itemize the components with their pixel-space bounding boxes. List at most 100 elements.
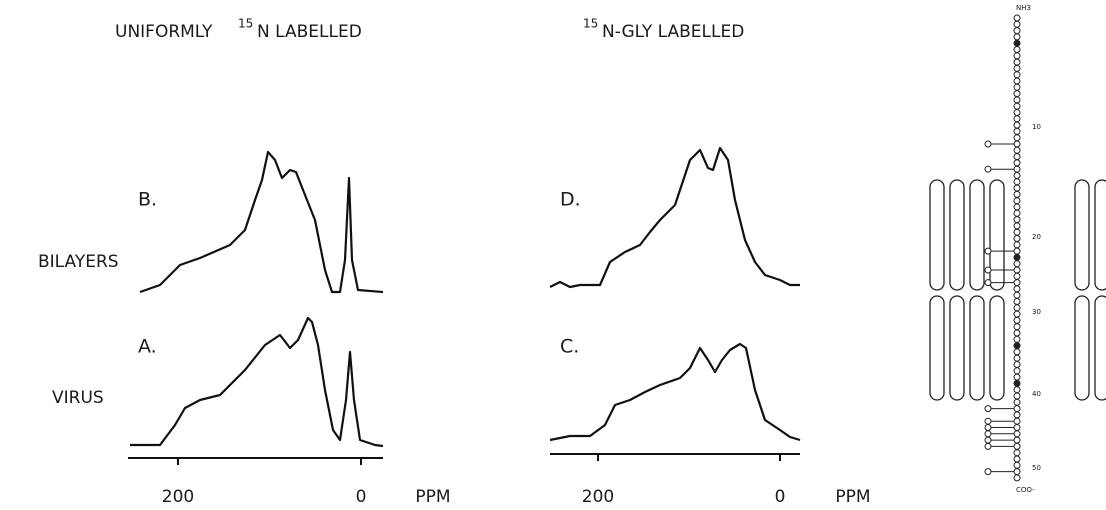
chain-residue [1013,392,1021,400]
chain-residue [1013,96,1021,104]
chain-residue [1013,373,1021,381]
chain-residue [1013,316,1021,324]
row-label: BILAYERS [38,252,119,272]
chain-residue [1013,178,1021,186]
chain-residue [1013,90,1021,98]
chain-residue [984,436,992,444]
chain-residue [1013,354,1021,362]
chain-residue [1013,266,1021,274]
column-title: N LABELLED [257,22,362,42]
chain-residue [1013,411,1021,419]
chain-residue [1013,52,1021,60]
panel-label: C. [560,336,579,358]
chain-residue [1013,367,1021,375]
chain-residue [1013,449,1021,457]
chain-residue [1013,386,1021,394]
chain-residue [1013,474,1021,482]
chain-residue [984,430,992,438]
residue-tick: 10 [1032,123,1041,131]
chain-residue [1013,253,1021,261]
chain-terminus: NH3 [1016,4,1031,12]
chain-residue [1013,172,1021,179]
chain-residue [1013,455,1021,463]
isotope-superscript: 15 [583,17,598,31]
chain-residue [1013,27,1021,35]
chain-residue [1013,436,1021,444]
chain-residue [1013,102,1021,110]
chain-residue [1013,241,1021,249]
chain-residue [984,165,992,173]
chain-residue [1013,304,1021,312]
chain-residue [1013,109,1021,116]
chain-residue [1013,461,1021,469]
chain-residue [1013,310,1021,318]
chain-residue [1013,405,1021,413]
residue-tick: 50 [1032,464,1041,472]
chain-residue [984,417,992,425]
spectrum-d [549,146,800,289]
chain-residue [1013,197,1021,205]
chain-residue [1013,285,1021,293]
chain-residue [1013,361,1021,368]
chain-residue [1013,329,1021,337]
chain-residue [1013,291,1021,299]
axis-unit: PPM [835,487,870,507]
spectrum-b [139,150,384,294]
axis-tick-label: 0 [356,487,367,507]
chain-residue [984,405,992,413]
chain-residue [1013,146,1021,154]
chain-residue [1013,398,1021,406]
chain-residue [1013,14,1021,22]
chain-residue [1013,121,1021,129]
chain-residue [984,266,992,274]
panel-label: B. [138,189,157,211]
chain-residue [1013,216,1021,224]
chain-residue [1013,115,1021,123]
chain-residue [1013,77,1021,85]
chain-residue [1013,260,1021,268]
chain-residue [984,279,992,287]
chain-residue [1013,209,1021,217]
chain-residue [1013,247,1021,255]
chain-residue [1013,203,1021,211]
chain-residue [1013,64,1021,72]
chain-residue [1013,235,1021,242]
chain-residue [1013,228,1021,236]
chain-residue [1013,20,1021,28]
chain-residue [1013,424,1021,431]
column-title: UNIFORMLY [115,22,213,42]
residue-tick: 40 [1032,390,1041,398]
chain-residue [1013,335,1021,343]
chain-residue [1013,58,1021,66]
panel-label: A. [138,336,157,358]
chain-residue [984,468,992,476]
axis-tick-label: 200 [162,487,194,507]
isotope-superscript: 15 [238,17,253,31]
chain-residue [1013,190,1021,198]
chain-residue [1013,279,1021,287]
chain-residue [1013,222,1021,230]
residue-tick: 30 [1032,308,1041,316]
chain-residue [1013,71,1021,79]
chain-residue [984,140,992,148]
axis-unit: PPM [415,487,450,507]
chain-residue [1013,298,1021,305]
chain-residue [1013,379,1021,387]
chain-residue [1013,134,1021,142]
chain-residue [1013,342,1021,350]
chain-residue [984,247,992,255]
chain-residue [1013,442,1021,450]
axis-tick-label: 200 [582,487,614,507]
chain-residue [1013,348,1021,356]
chain-residue [1013,159,1021,167]
chain-residue [1013,140,1021,148]
chain-residue [1013,468,1021,476]
spectrum-a [130,316,384,448]
chain-residue [984,442,992,450]
chain-residue [1013,83,1021,91]
chain-terminus: COO- [1016,486,1035,494]
chain-residue [1013,165,1021,173]
column-title: N-GLY LABELLED [602,22,744,42]
spectrum-c [549,342,801,442]
